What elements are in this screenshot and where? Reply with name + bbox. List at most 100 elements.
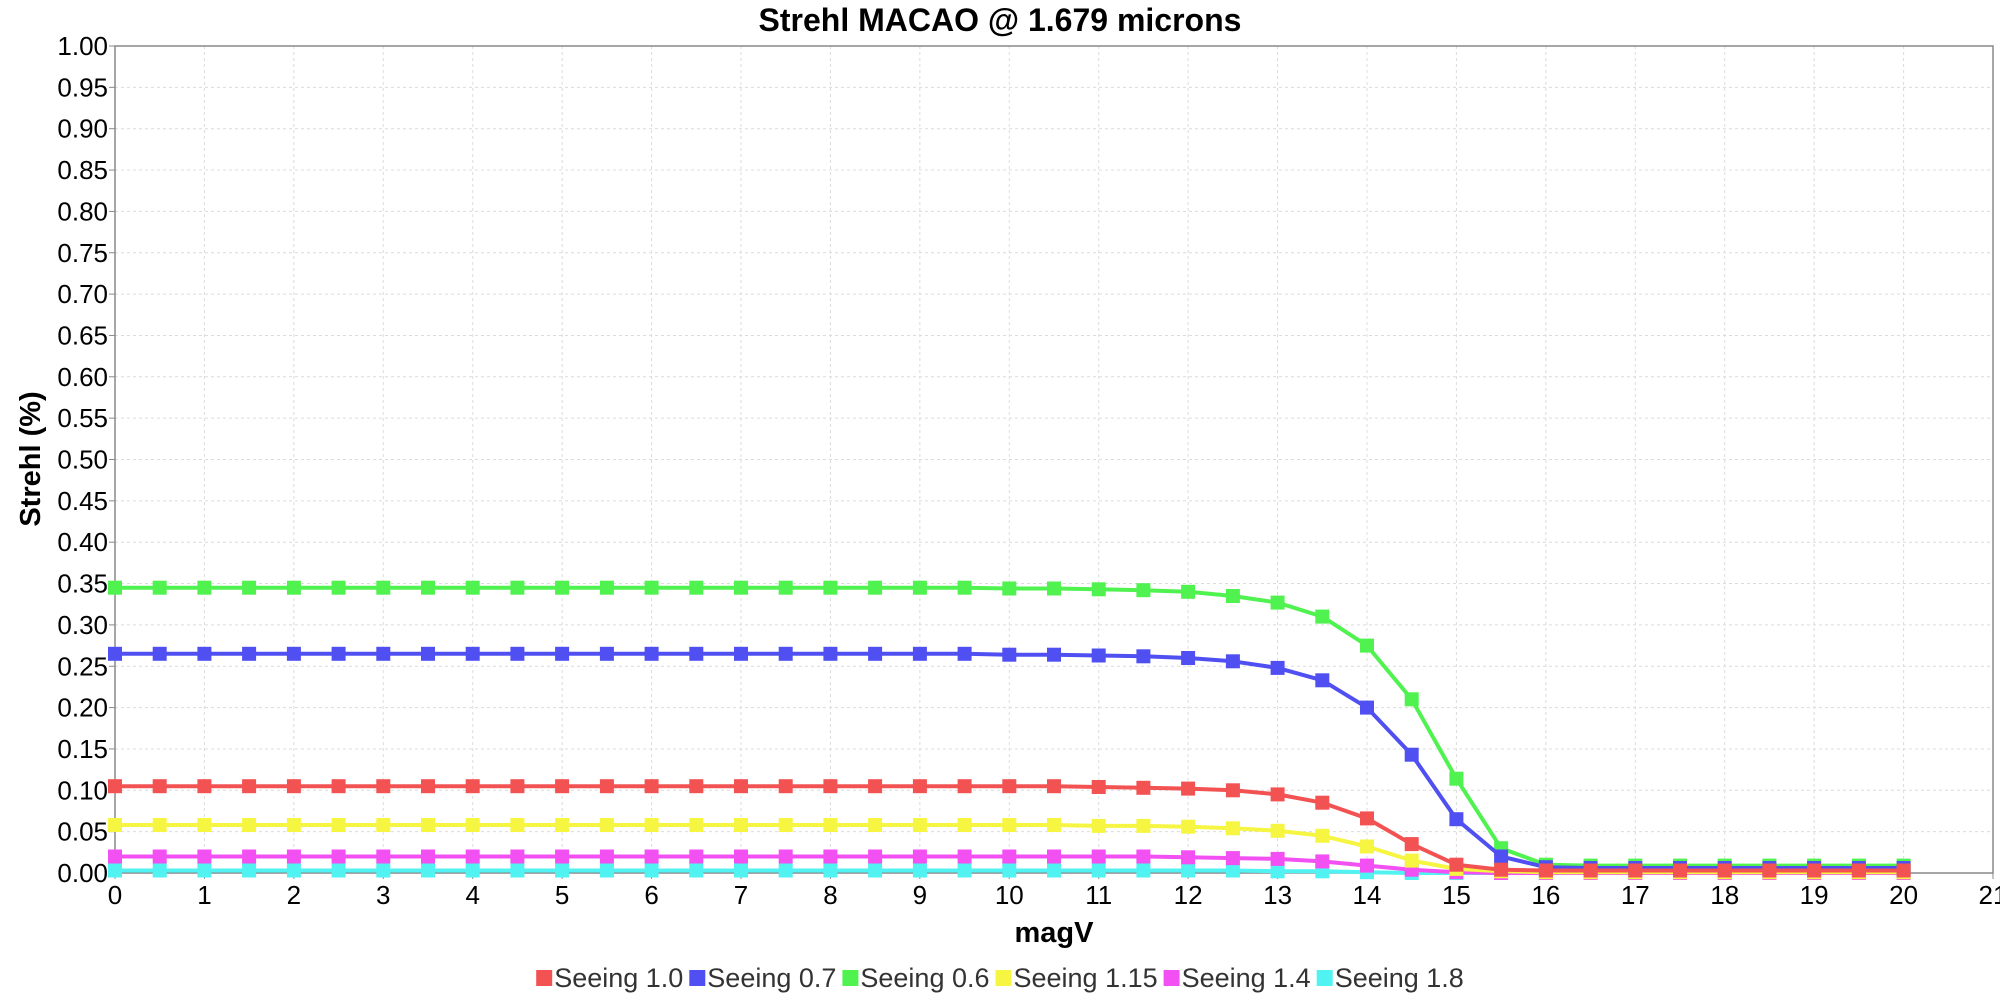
data-point [108, 779, 122, 794]
data-point [465, 849, 480, 864]
x-tick-label: 9 [913, 880, 927, 910]
y-tick-label: 0.15 [57, 734, 108, 764]
x-tick-label: 13 [1263, 880, 1292, 910]
data-point [242, 818, 257, 832]
y-tick-label: 0.05 [57, 817, 108, 847]
data-point [1762, 863, 1777, 878]
y-tick-label: 0.20 [57, 693, 108, 723]
x-tick-label: 1 [197, 880, 211, 910]
data-point [1807, 863, 1822, 878]
data-point [1315, 609, 1330, 624]
data-point [465, 779, 480, 794]
data-point [1136, 583, 1151, 598]
data-point [152, 646, 167, 661]
data-point [331, 779, 346, 794]
data-point [242, 580, 257, 595]
data-point [331, 580, 346, 595]
data-point [1225, 821, 1240, 836]
data-point [152, 818, 167, 832]
x-tick-label: 20 [1889, 880, 1918, 910]
x-axis-label: magV [1015, 917, 1095, 949]
data-point [957, 779, 972, 794]
data-point [912, 818, 927, 832]
data-point [108, 863, 122, 878]
data-point [286, 646, 301, 661]
data-point [644, 849, 659, 864]
data-point [1002, 863, 1017, 878]
data-point [1360, 811, 1374, 826]
data-point [1404, 837, 1419, 852]
data-point [1494, 849, 1509, 864]
data-point [152, 580, 167, 595]
data-point [1002, 849, 1017, 864]
legend: Seeing 1.0 Seeing 0.7 Seeing 0.6 Seeing 1.1… [536, 963, 1464, 993]
data-point [1047, 849, 1061, 864]
legend-item: Seeing 1.8 [1316, 963, 1464, 993]
data-point [823, 818, 838, 832]
data-point [689, 849, 704, 864]
x-tick-label: 18 [1710, 880, 1739, 910]
data-point [286, 779, 301, 794]
y-axis-label: Strehl (%) [15, 391, 47, 526]
y-tick-label: 0.10 [57, 775, 108, 805]
data-point [957, 849, 972, 864]
data-point [242, 863, 257, 878]
data-point [1047, 581, 1061, 596]
data-point [1225, 863, 1240, 878]
data-point [957, 818, 972, 832]
data-point [1136, 863, 1151, 878]
x-tick-label: 3 [376, 880, 390, 910]
data-point [331, 646, 346, 661]
data-point [1136, 780, 1151, 795]
data-point [868, 646, 883, 661]
legend-swatch [536, 970, 553, 986]
data-point [1404, 747, 1419, 762]
data-point [1404, 692, 1419, 707]
y-tick-label: 0.30 [57, 610, 108, 640]
data-point [778, 849, 793, 864]
data-point [286, 849, 301, 864]
data-point [1181, 781, 1196, 796]
data-point [1270, 823, 1285, 838]
data-point [1449, 857, 1464, 872]
data-point [465, 646, 480, 661]
data-point [823, 849, 838, 864]
x-tick-label: 8 [823, 880, 837, 910]
data-point [376, 849, 391, 864]
data-point [510, 818, 525, 832]
data-point [823, 646, 838, 661]
data-point [1360, 700, 1374, 715]
legend-label: Seeing 1.15 [1014, 963, 1158, 993]
data-point [912, 863, 927, 878]
data-point [689, 779, 704, 794]
data-point [465, 863, 480, 878]
y-tick-label: 0.95 [57, 72, 108, 102]
data-point [1494, 862, 1509, 877]
data-point [644, 580, 659, 595]
data-point [242, 646, 257, 661]
data-point [510, 646, 525, 661]
data-point [1225, 783, 1240, 798]
data-point [1270, 787, 1285, 802]
data-point [376, 646, 391, 661]
data-point [1315, 828, 1330, 843]
legend-label: Seeing 1.4 [1182, 963, 1311, 993]
data-point [108, 580, 122, 595]
data-point [1628, 863, 1643, 878]
x-tick-label: 17 [1621, 880, 1650, 910]
y-tick-label: 0.45 [57, 486, 108, 516]
x-tick-label: 5 [555, 880, 569, 910]
data-point [868, 818, 883, 832]
data-point [599, 779, 614, 794]
data-point [152, 863, 167, 878]
data-point [197, 863, 212, 878]
data-point [286, 863, 301, 878]
data-point [734, 580, 748, 595]
data-point [197, 779, 212, 794]
data-point [644, 863, 659, 878]
data-point [823, 863, 838, 878]
y-tick-label: 0.60 [57, 362, 108, 392]
x-tick-label: 0 [108, 880, 122, 910]
legend-swatch [995, 970, 1012, 986]
y-tick-label: 0.65 [57, 320, 108, 350]
